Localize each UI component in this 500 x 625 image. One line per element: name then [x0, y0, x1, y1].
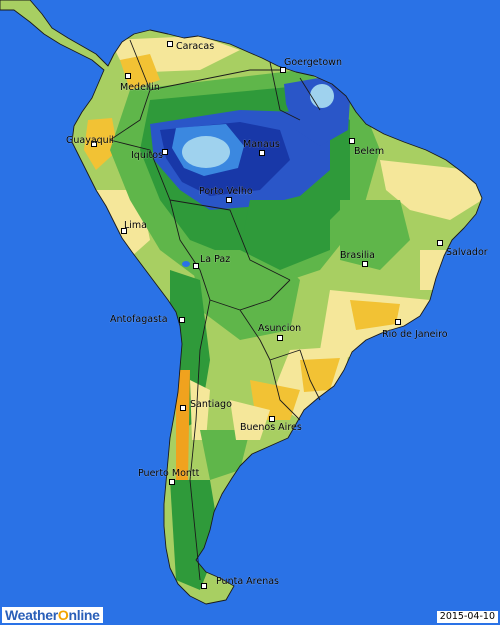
city-label-asuncion: Asuncion — [258, 323, 301, 334]
city-label-puerto-montt: Puerto Montt — [138, 468, 200, 479]
city-marker-medellin — [125, 73, 131, 79]
city-marker-porto-velho — [226, 197, 232, 203]
city-label-la-paz: La Paz — [200, 254, 230, 265]
city-label-antofagasta: Antofagasta — [110, 314, 168, 325]
city-marker-iquitos — [162, 149, 168, 155]
city-marker-caracas — [167, 41, 173, 47]
city-marker-santiago — [180, 405, 186, 411]
city-marker-punta-arenas — [201, 583, 207, 589]
country-borders — [109, 39, 321, 581]
city-marker-puerto-montt — [169, 479, 175, 485]
city-label-medellin: Medellin — [120, 82, 160, 93]
city-label-porto-velho: Porto Velho — [199, 186, 253, 197]
city-label-belem: Belem — [354, 146, 384, 157]
city-marker-manaus — [259, 150, 265, 156]
lake-titicaca — [182, 261, 190, 267]
city-label-lima: Lima — [124, 220, 147, 231]
city-marker-belem — [349, 138, 355, 144]
city-marker-salvador — [437, 240, 443, 246]
city-marker-antofagasta — [179, 317, 185, 323]
map-date: 2015-04-10 — [436, 611, 498, 623]
city-marker-asuncion — [277, 335, 283, 341]
city-marker-la-paz — [193, 263, 199, 269]
city-label-punta-arenas: Punta Arenas — [216, 576, 279, 587]
city-label-manaus: Manaus — [243, 139, 280, 150]
city-label-iquitos: Iquitos — [131, 150, 163, 161]
city-marker-buenos-aires — [269, 416, 275, 422]
city-label-salvador: Salvador — [446, 247, 488, 258]
city-marker-rio-de-janeiro — [395, 319, 401, 325]
coastline — [0, 0, 483, 605]
city-label-guayaquil: Guayaquil — [66, 135, 114, 146]
city-label-caracas: Caracas — [176, 41, 214, 52]
city-marker-goergetown — [280, 67, 286, 73]
city-label-santiago: Santiago — [190, 399, 232, 410]
city-label-brasilia: Brasilia — [340, 250, 375, 261]
city-markers: Caracas Goergetown Medellin Guayaquil Iquito… — [66, 41, 488, 589]
weatheronline-logo: WeatherOnline — [2, 607, 103, 623]
city-label-buenos-aires: Buenos Aires — [240, 422, 302, 433]
city-label-rio-de-janeiro: Rio de Janeiro — [382, 329, 448, 340]
city-marker-lima — [121, 228, 127, 234]
city-marker-guayaquil — [91, 141, 97, 147]
city-label-goergetown: Goergetown — [284, 57, 342, 68]
city-marker-brasilia — [362, 261, 368, 267]
